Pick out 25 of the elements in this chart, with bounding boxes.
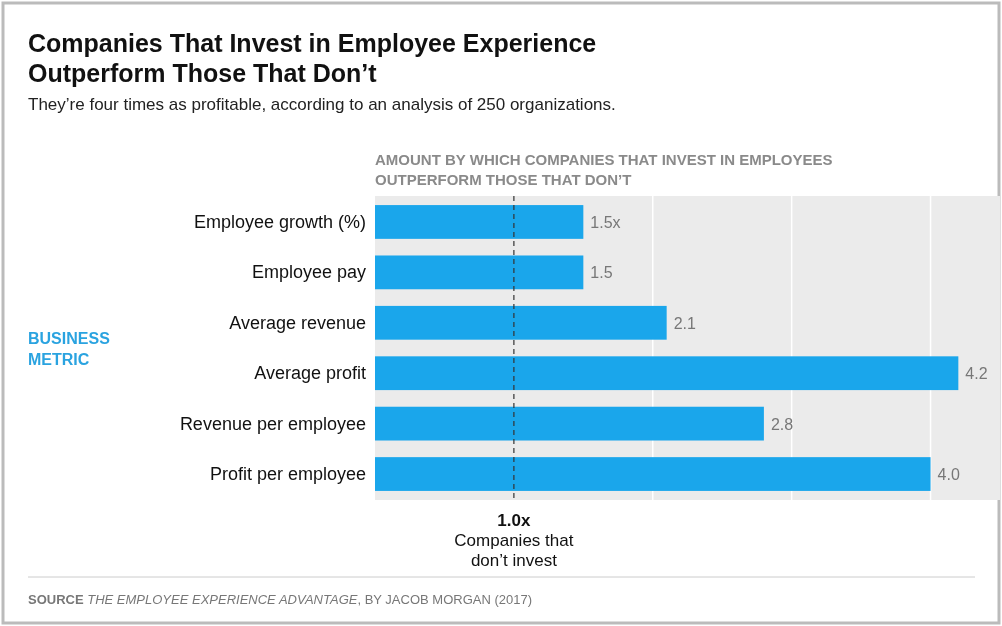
x-axis-title: AMOUNT BY WHICH COMPANIES THAT INVEST IN EMPLOYEES OUTPERFORM THOSE THAT DON’T	[375, 151, 833, 188]
y-tick-label: Revenue per employee	[179, 413, 366, 434]
y-axis-title: BUSINESS METRIC	[28, 330, 111, 368]
data-label: 1.5x	[590, 213, 621, 231]
bar	[375, 205, 584, 239]
data-label: 4.0	[937, 466, 960, 484]
source-note: SOURCE THE EMPLOYEE EXPERIENCE ADVANTAGE, BY JACOB MORGAN (2017)	[28, 592, 533, 607]
y-tick-label: Average revenue	[229, 312, 366, 333]
bar	[375, 356, 959, 391]
bar	[375, 406, 764, 441]
bar	[375, 255, 584, 290]
bar	[375, 457, 931, 491]
bar	[375, 305, 667, 340]
data-label: 1.5	[590, 264, 613, 282]
y-tick-label: Average profit	[254, 363, 366, 384]
ref-line-label: 1.0x	[497, 511, 531, 530]
chart-subtitle: They’re four times as profitable, according to an analysis of 250 organizations.	[28, 95, 616, 114]
data-label: 4.2	[965, 365, 988, 383]
text: Companies that don’t invest	[454, 531, 574, 570]
chart-title: Companies That Invest in Employee Experience Outperform Those That Don’t	[28, 29, 597, 87]
data-label: 2.1	[673, 314, 697, 332]
data-label: 2.8	[770, 415, 794, 433]
y-tick-label: Profit per employee	[209, 464, 366, 485]
y-tick-label: Employee pay	[251, 262, 366, 283]
y-tick-label: Employee growth (%)	[193, 211, 366, 232]
